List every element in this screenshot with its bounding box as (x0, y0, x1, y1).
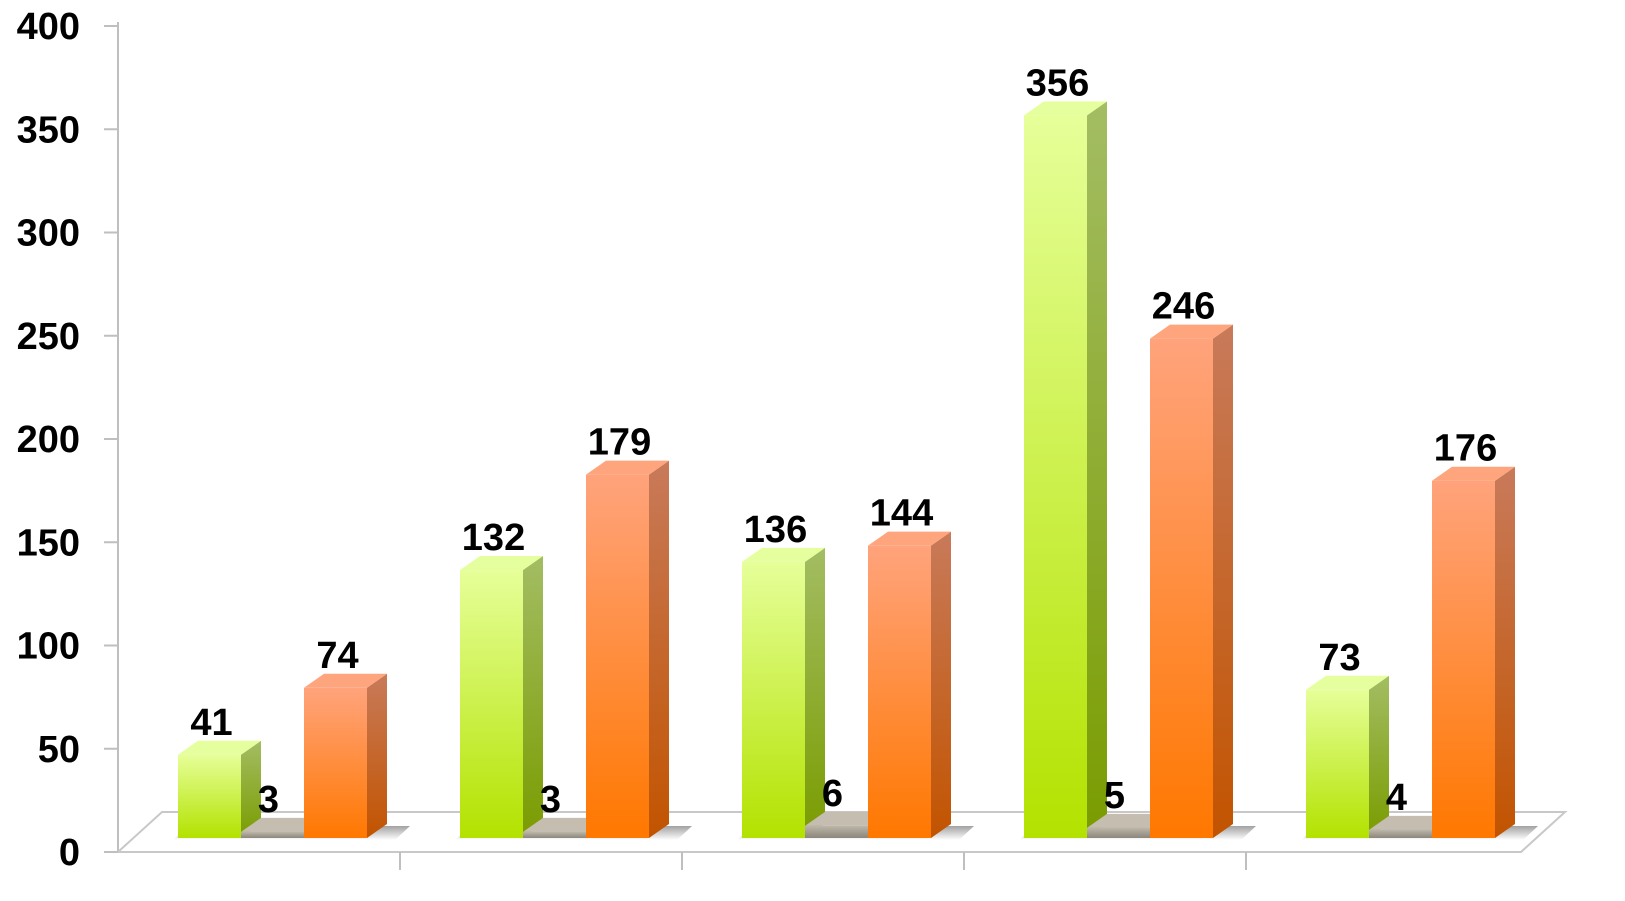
bar (523, 831, 586, 838)
data-label: 356 (1026, 62, 1089, 104)
bar (241, 831, 304, 838)
data-label: 3 (540, 779, 561, 821)
data-label: 179 (588, 422, 651, 464)
data-label: 3 (258, 779, 279, 821)
y-tick-label: 350 (17, 109, 80, 151)
data-label: 5 (1104, 775, 1125, 817)
bar-top (805, 811, 888, 826)
bar-top (523, 817, 606, 832)
bar-side (523, 556, 543, 838)
y-tick-label: 400 (17, 6, 80, 48)
bar (1369, 829, 1432, 838)
bar-side (241, 740, 261, 838)
bar-top (1024, 101, 1107, 116)
bar-top (586, 460, 669, 475)
bar-top (1150, 324, 1233, 339)
bar-top (1432, 466, 1515, 481)
bar-side (1087, 101, 1107, 838)
data-label: 41 (190, 702, 232, 744)
y-tick-label: 100 (17, 626, 80, 668)
bar (805, 825, 868, 838)
bar (304, 687, 367, 838)
data-label: 176 (1434, 428, 1497, 470)
data-label: 4 (1386, 777, 1407, 819)
y-tick-label: 0 (59, 832, 80, 874)
bar (742, 561, 805, 838)
bar-side (1495, 466, 1515, 838)
bar-top (178, 740, 261, 755)
data-label: 132 (462, 517, 525, 559)
y-tick-label: 300 (17, 213, 80, 255)
bar (178, 754, 241, 838)
bar (1306, 689, 1369, 838)
y-tick-label: 50 (38, 729, 80, 771)
bar-top (1369, 815, 1452, 830)
data-label: 74 (316, 635, 358, 677)
bar (1087, 827, 1150, 838)
data-label: 73 (1318, 637, 1360, 679)
bar (868, 545, 931, 838)
bar-side (1213, 324, 1233, 838)
bar (586, 474, 649, 838)
y-tick-label: 150 (17, 522, 80, 564)
y-tick-label: 200 (17, 419, 80, 461)
data-label: 246 (1152, 286, 1215, 328)
bar-top (742, 547, 825, 562)
bar-top (304, 673, 387, 688)
data-label: 144 (870, 493, 933, 535)
bar-top (241, 817, 324, 832)
bar-side (931, 531, 951, 838)
labels: 41 3 74 132 3 179 136 6 144 356 5 246 73 4 176 (190, 62, 1497, 821)
bar-side (367, 673, 387, 838)
bar (1432, 480, 1495, 838)
data-label: 6 (822, 773, 843, 815)
bar-top (460, 556, 543, 571)
bar-top (1306, 675, 1389, 690)
y-tick-label: 250 (17, 316, 80, 358)
bar-side (805, 547, 825, 838)
data-label: 136 (744, 509, 807, 551)
bar-top (868, 531, 951, 546)
bar (460, 570, 523, 838)
bar (1150, 338, 1213, 838)
bar-side (649, 460, 669, 838)
bar-top (1087, 813, 1170, 828)
bar-side (1369, 675, 1389, 838)
bar (1024, 115, 1087, 838)
bars (173, 101, 1538, 840)
